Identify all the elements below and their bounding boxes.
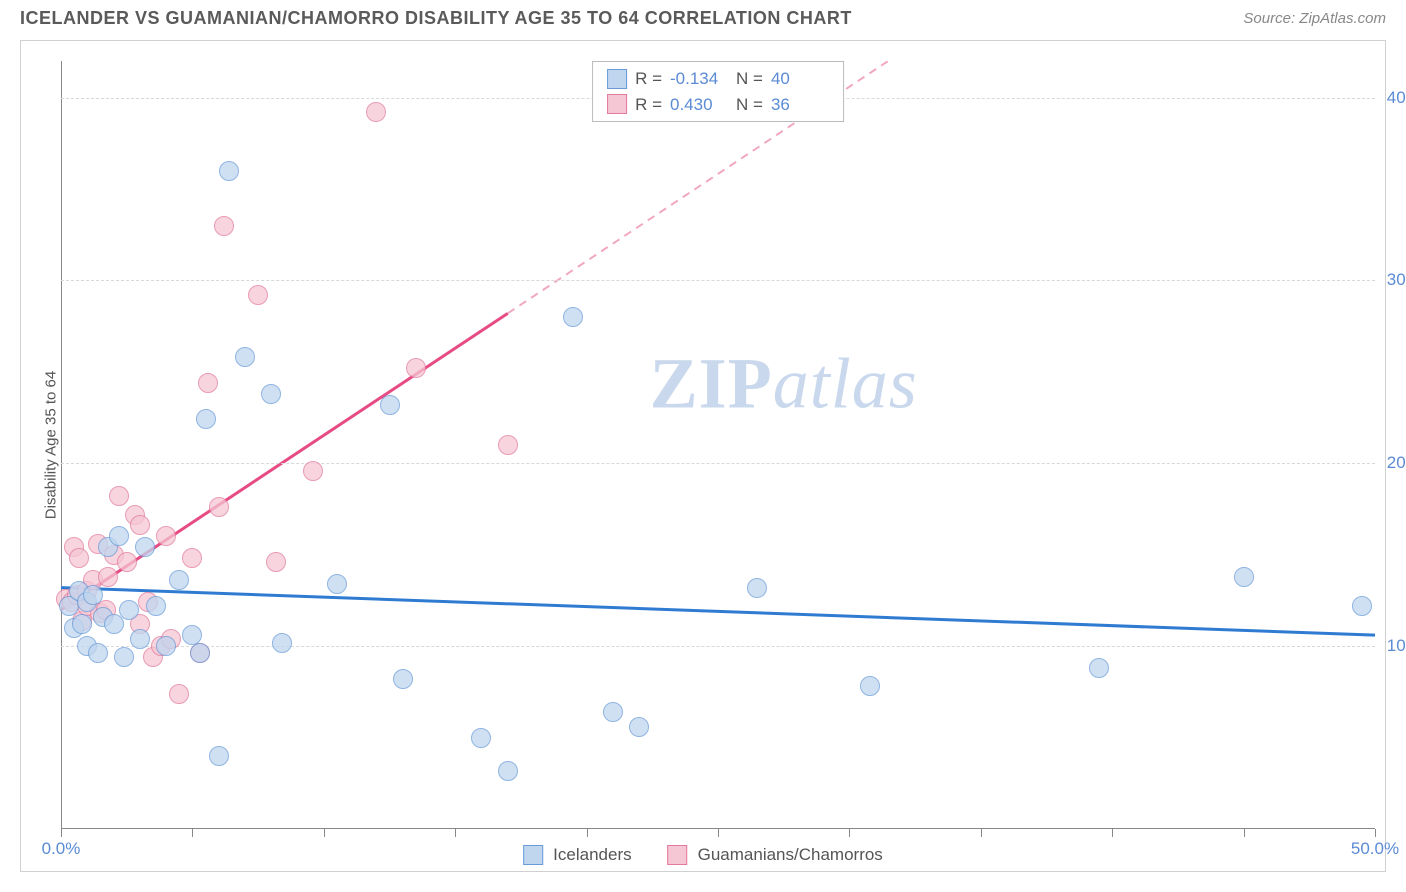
legend-swatch-series1: [523, 845, 543, 865]
x-tick: [1244, 829, 1245, 837]
trendlines-svg: [61, 61, 1375, 829]
data-point: [72, 614, 92, 634]
x-tick: [192, 829, 193, 837]
data-point: [156, 526, 176, 546]
data-point: [1352, 596, 1372, 616]
header: ICELANDER VS GUAMANIAN/CHAMORRO DISABILI…: [0, 0, 1406, 33]
data-point: [196, 409, 216, 429]
data-point: [169, 570, 189, 590]
data-point: [98, 567, 118, 587]
x-tick: [587, 829, 588, 837]
data-point: [1089, 658, 1109, 678]
source-attribution: Source: ZipAtlas.com: [1243, 10, 1386, 27]
data-point: [272, 633, 292, 653]
data-point: [146, 596, 166, 616]
data-point: [235, 347, 255, 367]
data-point: [563, 307, 583, 327]
data-point: [182, 548, 202, 568]
plot-area: ZIPatlas Disability Age 35 to 64 R = -0.…: [61, 61, 1375, 829]
swatch-series2: [607, 94, 627, 114]
chart-title: ICELANDER VS GUAMANIAN/CHAMORRO DISABILI…: [20, 8, 852, 29]
x-tick: [849, 829, 850, 837]
x-tick: [455, 829, 456, 837]
data-point: [266, 552, 286, 572]
data-point: [327, 574, 347, 594]
data-point: [209, 746, 229, 766]
data-point: [109, 486, 129, 506]
stats-row-series1: R = -0.134 N = 40: [607, 66, 829, 92]
data-point: [198, 373, 218, 393]
data-point: [117, 552, 137, 572]
correlation-stats-box: R = -0.134 N = 40 R = 0.430 N = 36: [592, 61, 844, 122]
data-point: [1234, 567, 1254, 587]
data-point: [114, 647, 134, 667]
data-point: [214, 216, 234, 236]
stats-row-series2: R = 0.430 N = 36: [607, 92, 829, 118]
gridline: [61, 463, 1375, 464]
x-tick: [981, 829, 982, 837]
y-tick-label: 10.0%: [1387, 636, 1406, 656]
data-point: [498, 761, 518, 781]
data-point: [119, 600, 139, 620]
y-axis-line: [61, 61, 62, 829]
data-point: [248, 285, 268, 305]
data-point: [303, 461, 323, 481]
x-tick-label: 0.0%: [42, 839, 81, 859]
x-tick-label: 50.0%: [1351, 839, 1399, 859]
data-point: [88, 643, 108, 663]
data-point: [393, 669, 413, 689]
data-point: [69, 548, 89, 568]
trendline: [61, 588, 1375, 636]
data-point: [860, 676, 880, 696]
data-point: [747, 578, 767, 598]
y-tick-label: 40.0%: [1387, 88, 1406, 108]
data-point: [182, 625, 202, 645]
y-tick-label: 30.0%: [1387, 270, 1406, 290]
data-point: [130, 629, 150, 649]
data-point: [190, 643, 210, 663]
data-point: [156, 636, 176, 656]
data-point: [169, 684, 189, 704]
data-point: [380, 395, 400, 415]
legend-item-series1: Icelanders: [523, 845, 631, 865]
data-point: [471, 728, 491, 748]
x-tick: [1112, 829, 1113, 837]
data-point: [135, 537, 155, 557]
gridline: [61, 646, 1375, 647]
data-point: [109, 526, 129, 546]
watermark: ZIPatlas: [650, 342, 918, 425]
data-point: [498, 435, 518, 455]
chart-container: ZIPatlas Disability Age 35 to 64 R = -0.…: [20, 40, 1386, 872]
x-tick: [61, 829, 62, 837]
source-link[interactable]: ZipAtlas.com: [1299, 10, 1386, 27]
legend: Icelanders Guamanians/Chamorros: [523, 845, 883, 865]
x-tick: [324, 829, 325, 837]
data-point: [83, 585, 103, 605]
data-point: [219, 161, 239, 181]
x-tick: [1375, 829, 1376, 837]
data-point: [209, 497, 229, 517]
data-point: [104, 614, 124, 634]
data-point: [130, 515, 150, 535]
y-axis-label: Disability Age 35 to 64: [43, 371, 60, 519]
legend-item-series2: Guamanians/Chamorros: [668, 845, 883, 865]
swatch-series1: [607, 69, 627, 89]
data-point: [603, 702, 623, 722]
legend-swatch-series2: [668, 845, 688, 865]
gridline: [61, 280, 1375, 281]
data-point: [261, 384, 281, 404]
data-point: [629, 717, 649, 737]
x-tick: [718, 829, 719, 837]
data-point: [366, 102, 386, 122]
y-tick-label: 20.0%: [1387, 453, 1406, 473]
data-point: [406, 358, 426, 378]
